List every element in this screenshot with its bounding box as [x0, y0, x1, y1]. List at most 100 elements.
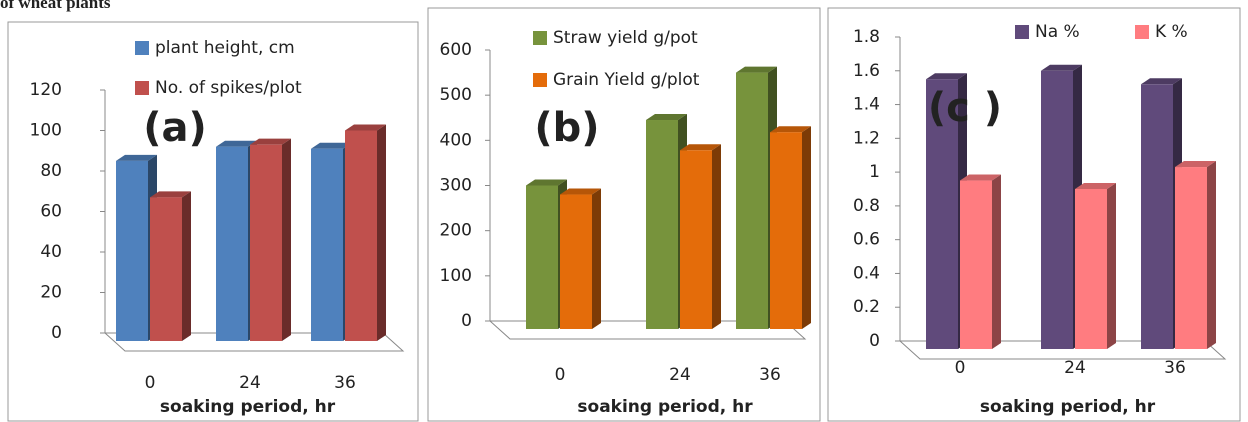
y-tick-label: 1	[869, 162, 880, 182]
y-tick-label: 1.4	[853, 95, 880, 115]
y-tick-label: 200	[440, 221, 472, 241]
y-tick-label: 20	[40, 283, 62, 303]
panel-border	[427, 7, 821, 422]
legend-swatch	[135, 81, 149, 95]
bar-top	[1075, 183, 1116, 189]
x-axis-title: soaking period, hr	[577, 397, 753, 417]
bar-top	[150, 191, 191, 198]
bar-side	[377, 124, 386, 341]
bar	[116, 160, 148, 341]
bar-side	[802, 126, 811, 329]
x-tick-label: 0	[955, 358, 966, 378]
bar-side	[712, 144, 721, 329]
bar	[250, 144, 282, 341]
x-axis-title: soaking period, hr	[160, 397, 336, 417]
y-tick-label: 0	[869, 331, 880, 351]
bar-top	[960, 174, 1001, 181]
y-tick-label: 1.2	[853, 128, 880, 148]
bar-side	[1207, 161, 1216, 349]
bar-top	[736, 66, 777, 73]
bar	[1141, 84, 1173, 350]
bar-top	[311, 142, 352, 149]
panel-border	[827, 7, 1241, 422]
y-tick-label: 60	[40, 202, 62, 222]
bar	[150, 197, 182, 341]
bar	[345, 130, 377, 341]
x-tick-label: 36	[1164, 358, 1186, 378]
x-axis-title: soaking period, hr	[980, 397, 1156, 417]
bar	[526, 185, 558, 329]
bar	[646, 120, 678, 329]
annotation: (b)	[534, 105, 599, 151]
y-tick-label: 600	[440, 40, 472, 60]
bar-top	[680, 144, 721, 151]
bar-top	[216, 140, 257, 147]
bar-top	[1175, 161, 1216, 168]
bar	[311, 148, 343, 341]
bar-top	[646, 114, 687, 121]
legend-swatch	[1015, 25, 1029, 39]
y-tick-label: 100	[30, 121, 62, 141]
legend-label: plant height, cm	[155, 38, 295, 58]
legend-label: Na %	[1035, 22, 1080, 42]
y-tick-label: 0.2	[853, 297, 880, 317]
bar-top	[1041, 64, 1082, 71]
y-tick-label: 0.8	[853, 196, 880, 216]
legend-label: K %	[1155, 22, 1188, 42]
y-tick-label: 80	[40, 161, 62, 181]
legend-swatch	[533, 31, 547, 45]
bar-top	[770, 126, 811, 133]
x-tick-label: 36	[759, 365, 781, 385]
legend-swatch	[135, 41, 149, 55]
y-tick-label: 0	[461, 311, 472, 331]
bar-side	[182, 191, 191, 341]
bar-top	[116, 154, 157, 161]
x-tick-label: 36	[334, 373, 356, 393]
annotation: (a)	[143, 105, 207, 151]
bar	[1041, 70, 1073, 350]
y-tick-label: 0	[51, 323, 62, 343]
bar	[680, 150, 712, 329]
x-tick-label: 24	[1064, 358, 1086, 378]
annotation: (c )	[928, 85, 1002, 131]
x-tick-label: 0	[555, 365, 566, 385]
y-tick-label: 1.8	[853, 27, 880, 47]
bar	[560, 194, 592, 329]
x-tick-label: 0	[145, 373, 156, 393]
legend-swatch	[533, 73, 547, 87]
bar	[770, 132, 802, 329]
y-tick-label: 400	[440, 130, 472, 150]
panel-border	[7, 21, 419, 422]
bar	[926, 79, 958, 349]
legend-label: Grain Yield g/plot	[553, 70, 700, 90]
bar-side	[592, 188, 601, 329]
bar-top	[560, 188, 601, 195]
bar-top	[345, 124, 386, 131]
legend-label: Straw yield g/pot	[553, 28, 698, 48]
y-tick-label: 120	[30, 80, 62, 100]
legend-label: No. of spikes/plot	[155, 78, 302, 98]
bar-side	[992, 174, 1001, 349]
y-tick-label: 0.6	[853, 230, 880, 250]
y-tick-label: 100	[440, 266, 472, 286]
bar	[216, 146, 248, 341]
bar-top	[250, 138, 291, 145]
bar	[736, 72, 768, 329]
y-tick-label: 300	[440, 176, 472, 196]
bar-top	[526, 179, 567, 186]
bar	[1175, 167, 1207, 349]
caption: of wheat plants	[0, 0, 111, 12]
y-tick-label: 1.6	[853, 61, 880, 81]
bar-top	[1141, 78, 1182, 85]
y-tick-label: 0.4	[853, 263, 880, 283]
bar	[960, 180, 992, 349]
bar-top	[926, 73, 967, 80]
bar-side	[282, 138, 291, 341]
bar-side	[1107, 183, 1116, 349]
y-tick-label: 500	[440, 85, 472, 105]
legend-swatch	[1135, 25, 1149, 39]
bar	[1075, 189, 1107, 349]
x-tick-label: 24	[239, 373, 261, 393]
x-tick-label: 24	[669, 365, 691, 385]
